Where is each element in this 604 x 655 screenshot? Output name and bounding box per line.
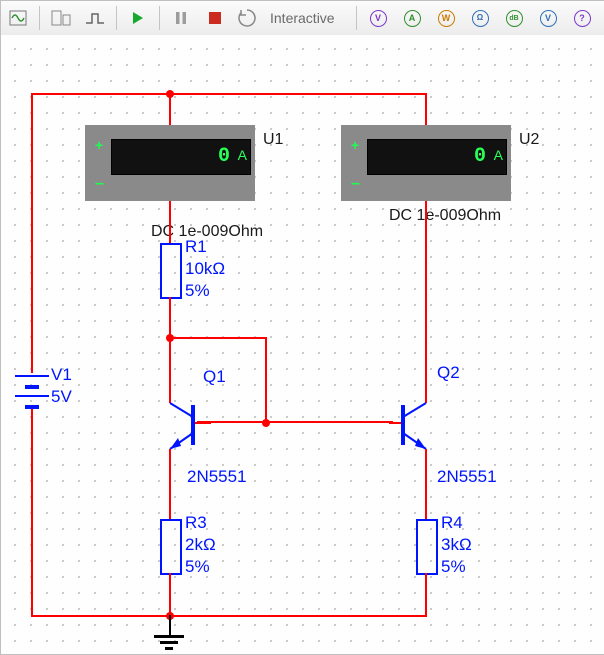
stop-button[interactable] [198, 5, 232, 31]
r4-tol[interactable]: 5% [441, 557, 466, 577]
u2-ref[interactable]: U2 [519, 131, 539, 149]
wire [169, 461, 171, 519]
component-q1[interactable] [151, 393, 211, 463]
u1-ref[interactable]: U1 [263, 131, 283, 149]
component-v1[interactable] [15, 395, 49, 397]
graph-settings-button[interactable] [44, 5, 78, 31]
r3-value[interactable]: 2kΩ [185, 535, 216, 555]
osc-settings-button[interactable] [1, 5, 35, 31]
wire [31, 615, 427, 617]
component-v1[interactable] [25, 385, 39, 389]
r3-ref[interactable]: R3 [185, 513, 207, 533]
ammeter-u1[interactable]: + – 0 A [85, 125, 255, 201]
r3-tol[interactable]: 5% [185, 557, 210, 577]
q2-ref[interactable]: Q2 [437, 363, 460, 383]
probe-icons: V A W Ω dB V ? [352, 5, 604, 31]
wire [31, 93, 427, 95]
probe-a-icon[interactable]: A [395, 5, 429, 31]
r4-value[interactable]: 3kΩ [441, 535, 472, 555]
plus-icon: + [95, 137, 103, 153]
component-q2[interactable] [389, 393, 449, 463]
q2-model[interactable]: 2N5551 [437, 467, 497, 487]
u1-params[interactable]: DC 1e-009Ohm [151, 223, 263, 241]
lcd-display: 0 [111, 139, 251, 175]
probe-v-icon[interactable]: V [361, 5, 395, 31]
u2-params[interactable]: DC 1e-009Ohm [389, 207, 501, 225]
step-mode-button[interactable] [78, 5, 112, 31]
ground-symbol[interactable] [154, 635, 186, 653]
wire [197, 421, 393, 423]
probe-w-icon[interactable]: W [429, 5, 463, 31]
r1-tol[interactable]: 5% [185, 281, 210, 301]
v1-ref[interactable]: V1 [51, 365, 72, 385]
wire [31, 93, 33, 373]
lcd-display: 0 [367, 139, 507, 175]
u1-unit: A [238, 147, 247, 163]
probe-db-icon[interactable]: dB [497, 5, 531, 31]
minus-icon: – [351, 175, 360, 193]
plus-icon: + [351, 137, 359, 153]
r1-ref[interactable]: R1 [185, 237, 207, 257]
u2-unit: A [494, 147, 503, 163]
v1-value[interactable]: 5V [51, 387, 72, 407]
r1-value[interactable]: 10kΩ [185, 259, 225, 279]
schematic-canvas[interactable]: V1 5V + – 0 A U1 DC 1e-009Ohm + – 0 A U2… [1, 35, 604, 654]
wire [169, 615, 171, 635]
component-r1[interactable] [160, 243, 182, 299]
q1-ref[interactable]: Q1 [203, 367, 226, 387]
u2-value: 0 [474, 147, 486, 167]
pause-button[interactable] [164, 5, 198, 31]
component-r3[interactable] [160, 519, 182, 575]
wire [31, 409, 33, 617]
component-v1[interactable] [15, 375, 49, 377]
wire [425, 461, 427, 519]
wire [169, 93, 171, 127]
wire [169, 337, 267, 339]
toolbar: Interactive V A W Ω dB V ? [1, 1, 604, 36]
r4-ref[interactable]: R4 [441, 513, 463, 533]
ammeter-u2[interactable]: + – 0 A [341, 125, 511, 201]
wire [169, 297, 171, 399]
probe-ohm-icon[interactable]: Ω [463, 5, 497, 31]
interactive-mode-button[interactable]: Interactive [232, 5, 351, 31]
component-r4[interactable] [416, 519, 438, 575]
u1-value: 0 [218, 147, 230, 167]
minus-icon: – [95, 175, 104, 193]
probe-help-icon[interactable]: ? [565, 5, 599, 31]
run-button[interactable] [121, 5, 155, 31]
wire [425, 201, 427, 399]
interactive-label: Interactive [260, 10, 345, 26]
probe-v2-icon[interactable]: V [531, 5, 565, 31]
app-root: Interactive V A W Ω dB V ? V1 5V + [0, 0, 604, 655]
wire [265, 337, 267, 423]
wire [169, 201, 171, 243]
wire [425, 573, 427, 617]
wire [169, 573, 171, 617]
wire [425, 93, 427, 127]
q1-model[interactable]: 2N5551 [187, 467, 247, 487]
